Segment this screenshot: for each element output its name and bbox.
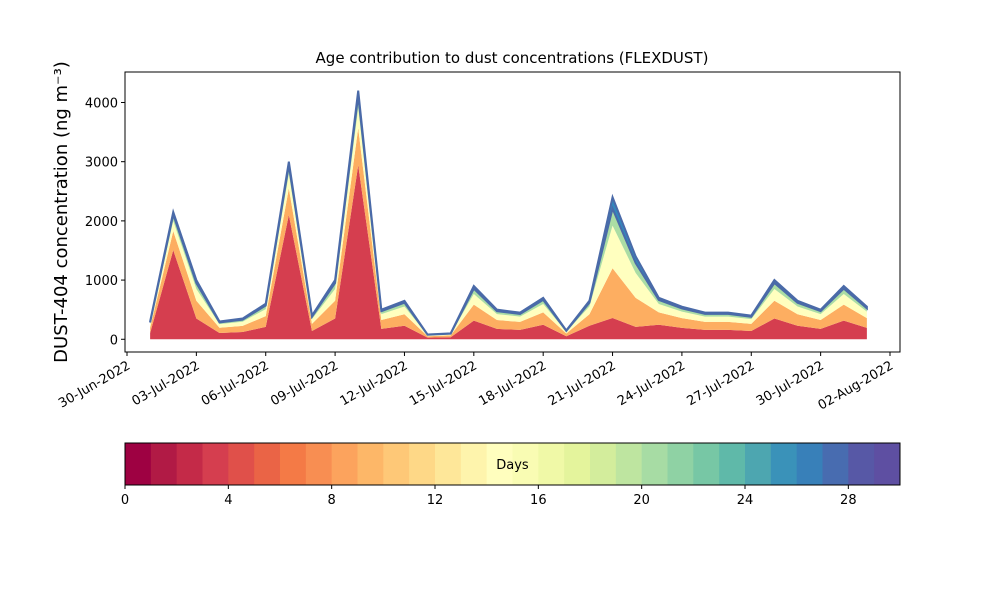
- colorbar-frame: [124, 442, 901, 486]
- colorbar-bin: [254, 443, 281, 485]
- colorbar-tick-label: 20: [633, 493, 650, 508]
- colorbar-label: Days: [496, 458, 529, 473]
- colorbar-bin: [176, 443, 203, 485]
- y-tick-label: 3000: [85, 156, 118, 171]
- colorbar-bin: [512, 443, 539, 485]
- chart-title: Age contribution to dust concentrations …: [316, 49, 709, 67]
- colorbar-bin: [331, 443, 358, 485]
- y-axis-label: DUST-404 concentration (ng m⁻³): [51, 61, 72, 363]
- y-tick-label: 0: [110, 333, 118, 348]
- colorbar-tick-label: 12: [427, 493, 444, 508]
- colorbar-bin: [848, 443, 875, 485]
- x-tick-label: 30-Jun-2022: [56, 358, 133, 411]
- x-tick-label: 27-Jul-2022: [684, 358, 757, 409]
- x-tick-label: 24-Jul-2022: [615, 358, 688, 409]
- colorbar-bin: [822, 443, 849, 485]
- colorbar-tick-label: 8: [328, 493, 336, 508]
- colorbar-bin: [667, 443, 694, 485]
- colorbar-bin: [590, 443, 617, 485]
- colorbar-bin: [796, 443, 823, 485]
- colorbar-bin: [770, 443, 798, 485]
- x-tick-label: 21-Jul-2022: [546, 358, 619, 409]
- area-layer: [150, 95, 867, 336]
- colorbar-bin: [305, 443, 333, 485]
- colorbar-tick-label: 24: [737, 493, 754, 508]
- colorbar-tick-label: 16: [530, 493, 547, 508]
- x-tick-label: 03-Jul-2022: [130, 358, 203, 409]
- colorbar-bin: [486, 443, 513, 485]
- x-tick-label: 15-Jul-2022: [407, 358, 480, 409]
- colorbar-bin: [125, 443, 152, 485]
- colorbar-tick-label: 0: [121, 493, 129, 508]
- x-tick-label: 12-Jul-2022: [338, 358, 411, 409]
- area-layer: [149, 90, 868, 336]
- y-tick-label: 4000: [85, 96, 118, 111]
- colorbar-tick-label: 28: [840, 493, 857, 508]
- colorbar-tick-label: 4: [224, 493, 232, 508]
- y-tick-label: 1000: [85, 274, 118, 289]
- x-tick-label: 06-Jul-2022: [199, 358, 272, 409]
- colorbar-bin: [693, 443, 720, 485]
- colorbar-bin: [641, 443, 668, 485]
- colorbar-bin: [435, 443, 462, 485]
- colorbar-bin: [383, 443, 410, 485]
- colorbar-bin: [460, 443, 488, 485]
- colorbar-bin: [538, 443, 565, 485]
- x-tick-label: 18-Jul-2022: [476, 358, 549, 409]
- plot-frame: [124, 71, 901, 353]
- colorbar-bin: [745, 443, 772, 485]
- area-layer: [150, 127, 867, 338]
- colorbar-bin: [615, 443, 643, 485]
- colorbar-bin: [564, 443, 591, 485]
- colorbar-bin: [202, 443, 229, 485]
- x-tick-label: 09-Jul-2022: [268, 358, 341, 409]
- colorbar-bin: [150, 443, 178, 485]
- colorbar-bin: [719, 443, 746, 485]
- colorbar-bin: [357, 443, 384, 485]
- colorbar-bin: [228, 443, 255, 485]
- y-tick-label: 2000: [85, 215, 118, 230]
- colorbar-bin: [409, 443, 436, 485]
- x-tick-label: 02-Aug-2022: [816, 358, 896, 413]
- colorbar-bin: [280, 443, 307, 485]
- area-layer: [150, 165, 867, 340]
- colorbar-bin: [874, 443, 901, 485]
